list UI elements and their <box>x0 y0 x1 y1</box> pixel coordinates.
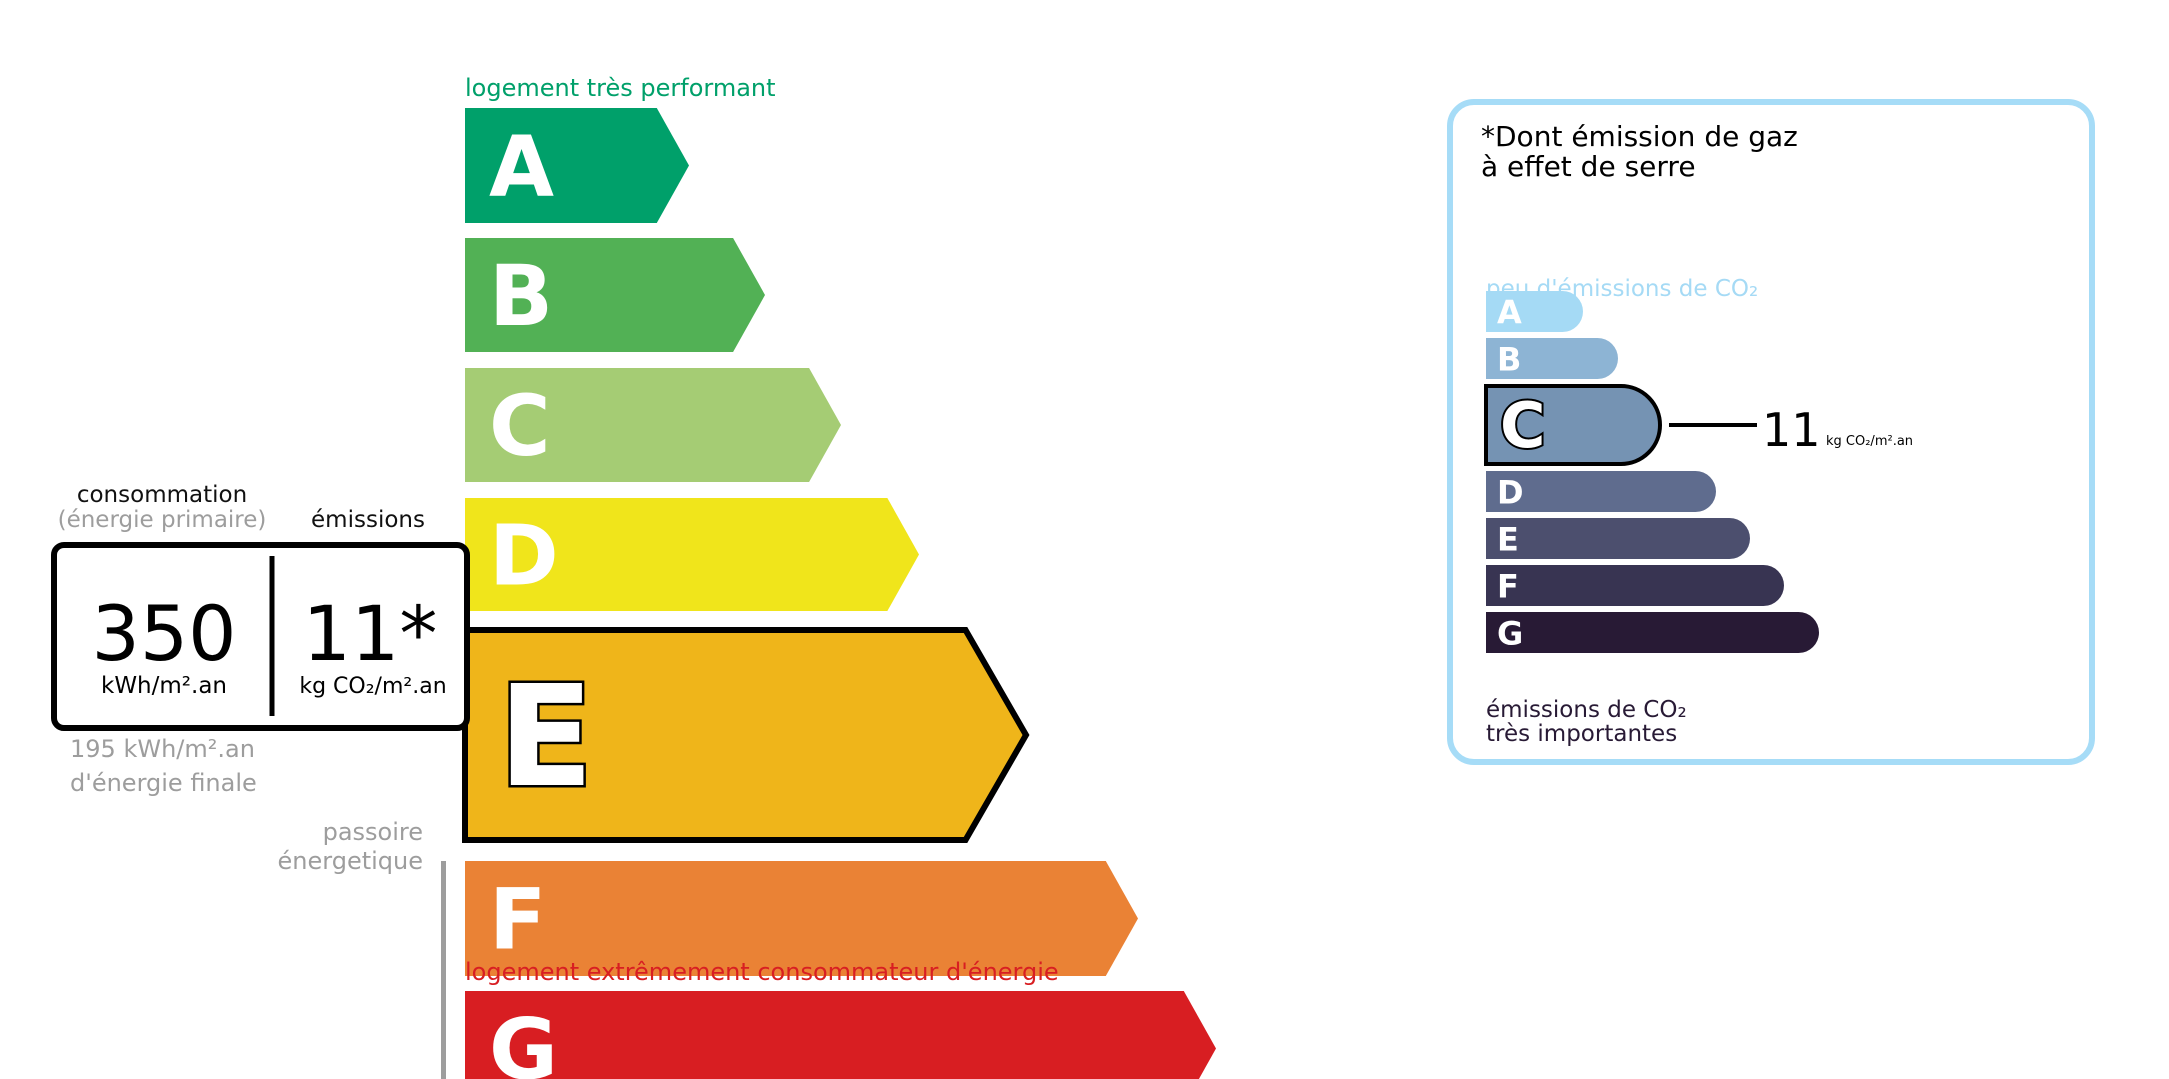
ges-bar-g <box>1486 612 1819 653</box>
energy-letter-e: E <box>498 656 594 819</box>
ges-bottom-label-2: très importantes <box>1486 721 1677 747</box>
ges-bar-c <box>1484 384 1662 466</box>
energy-letter-f: F <box>489 871 546 969</box>
energy-top-label: logement très performant <box>465 74 776 102</box>
ges-letter-e: E <box>1497 521 1519 559</box>
consumption-sublabel: (énergie primaire) <box>58 507 267 533</box>
energy-letter-b: B <box>489 247 553 345</box>
ges-title-1: *Dont émission de gaz <box>1481 120 1798 153</box>
ges-letter-c: C <box>1500 389 1546 462</box>
ges-bar-f <box>1486 565 1784 606</box>
energy-bar-e <box>462 627 1030 843</box>
final-energy-value: 195 kWh/m².an <box>70 735 255 763</box>
energy-bar-c <box>465 368 841 482</box>
ges-bar-a <box>1486 291 1583 332</box>
ges-letter-f: F <box>1497 568 1519 606</box>
energy-bar-f <box>465 861 1138 976</box>
energy-letter-c: C <box>489 377 551 475</box>
ges-letter-g: G <box>1497 615 1523 653</box>
energy-letter-d: D <box>489 507 559 605</box>
consumption-value: 350 <box>91 589 236 678</box>
ges-letter-d: D <box>1497 474 1524 512</box>
energy-letter-a: A <box>489 118 554 216</box>
emissions-label: émissions <box>311 507 425 533</box>
energy-bar-g <box>465 991 1216 1079</box>
passoire-label-2: énergetique <box>278 847 423 875</box>
consumption-label: consommation <box>77 482 247 508</box>
passoire-bracket <box>441 861 446 1079</box>
ges-unit: kg CO₂/m².an <box>1826 434 1913 449</box>
ges-bar-d <box>1486 470 1716 512</box>
energy-bar-d <box>465 498 919 611</box>
values-box <box>51 542 470 731</box>
ges-bottom-label-1: émissions de CO₂ <box>1486 697 1687 723</box>
consumption-unit: kWh/m².an <box>101 673 227 699</box>
final-energy-label: d'énergie finale <box>70 769 257 797</box>
ges-title-2: à effet de serre <box>1481 150 1696 183</box>
energy-letter-g: G <box>489 1001 558 1079</box>
ges-bar-b <box>1486 338 1618 379</box>
energy-bar-b <box>465 238 765 352</box>
ges-bar-e <box>1486 518 1750 559</box>
emissions-unit: kg CO₂/m².an <box>299 674 446 699</box>
energy-bottom-label: logement extrêmement consommateur d'éner… <box>465 958 1059 986</box>
ges-letter-a: A <box>1497 294 1522 332</box>
energy-bar-a <box>465 108 689 223</box>
passoire-label-1: passoire <box>323 818 423 846</box>
ges-letter-b: B <box>1497 341 1521 379</box>
emissions-value: 11* <box>303 589 438 678</box>
ges-value: 11 <box>1762 403 1821 457</box>
